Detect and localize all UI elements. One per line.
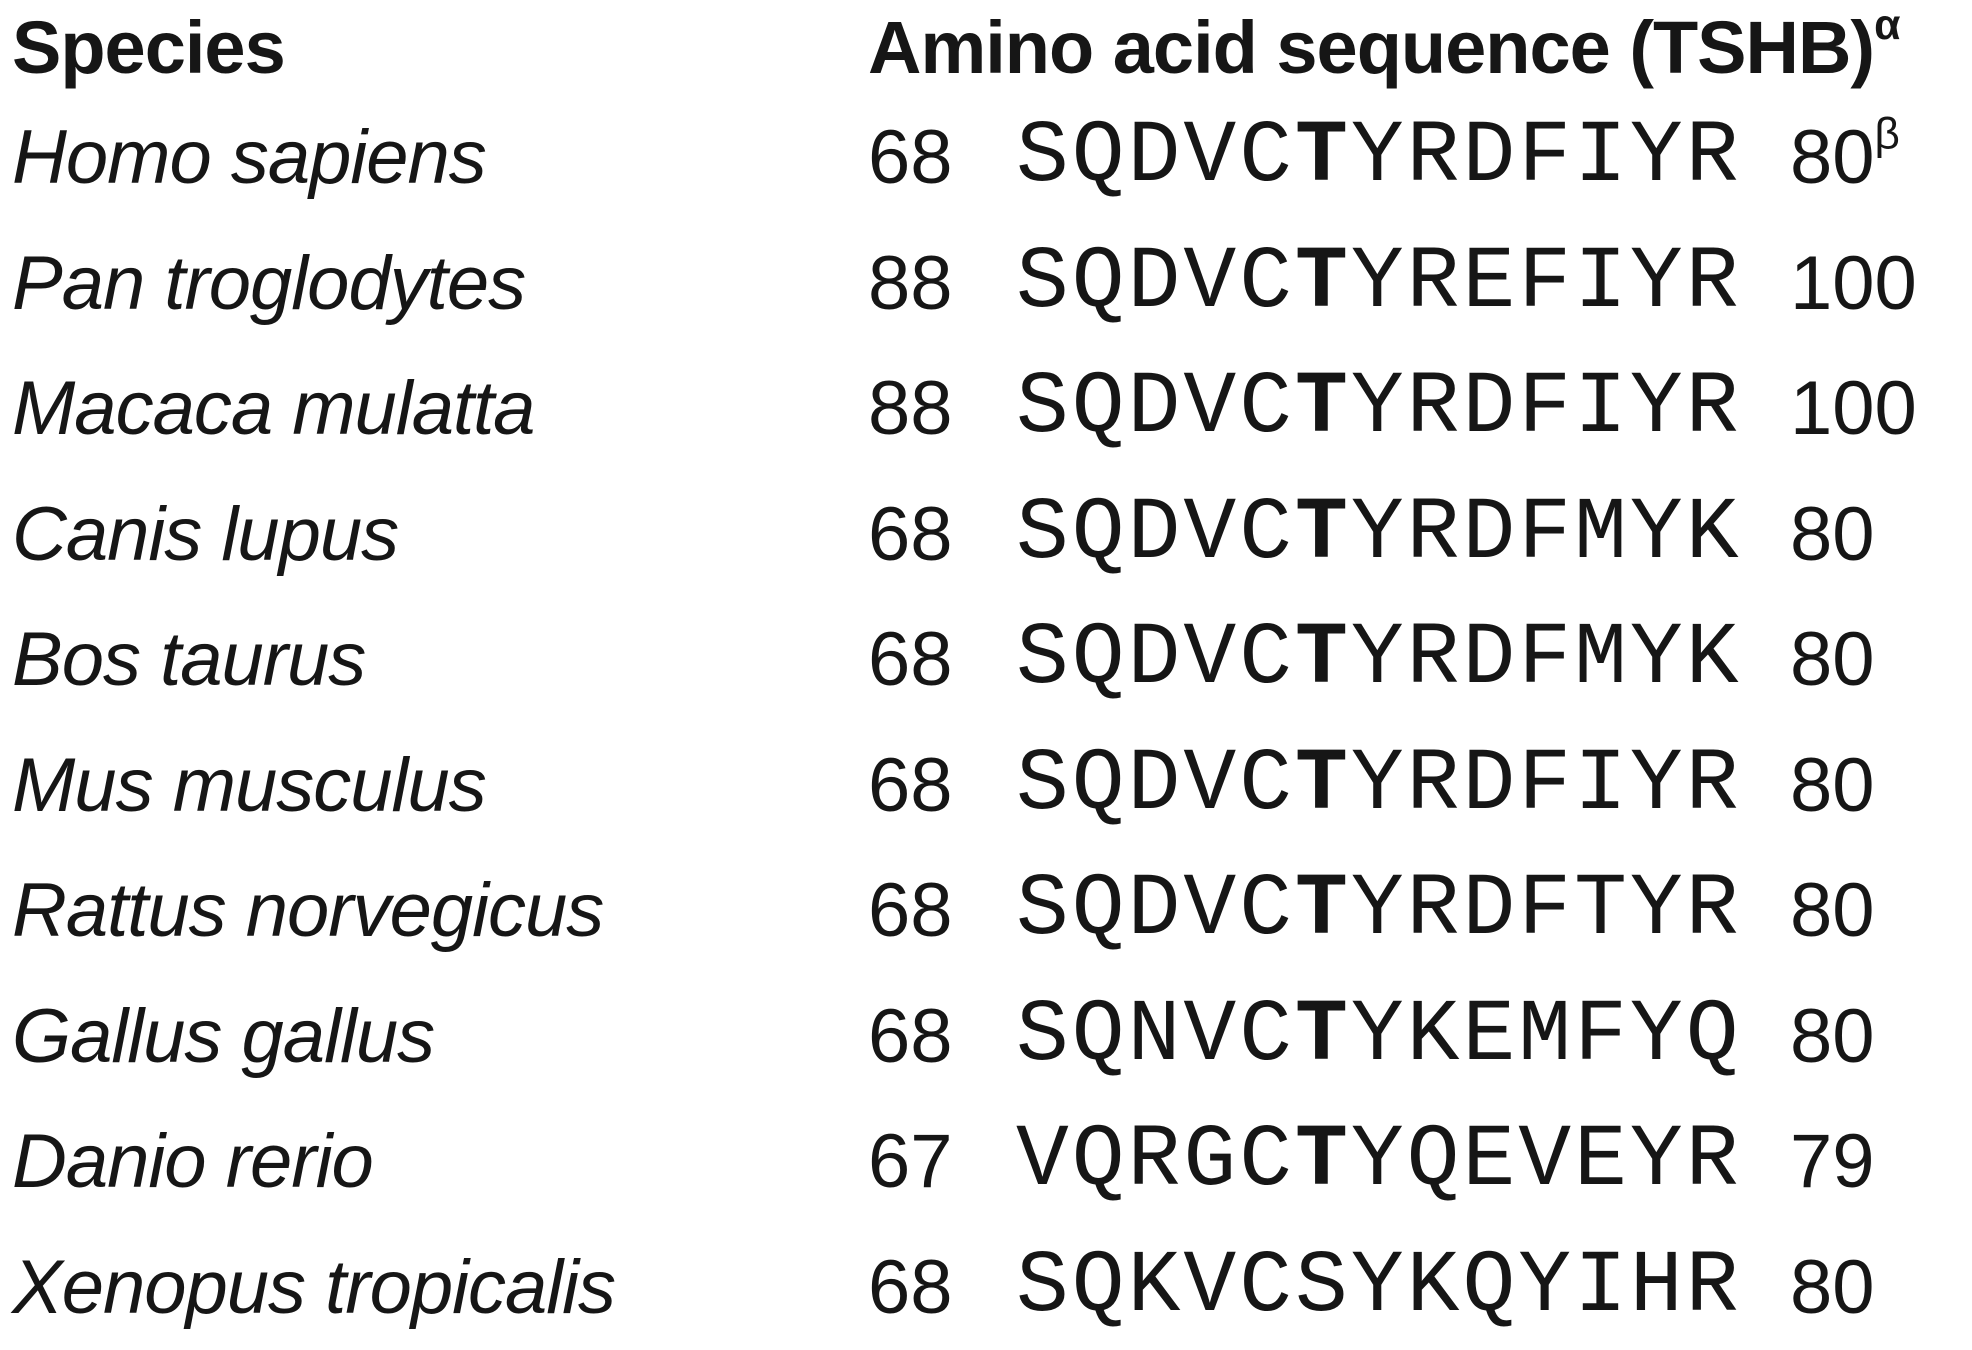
seq-end-number: 80 xyxy=(1790,993,1875,1079)
amino-acid-sequence: SQDVC T YRDFIYR xyxy=(1016,95,1742,221)
sequence-segment: YQEVEYR xyxy=(1350,1112,1742,1212)
sequence-segment: YRDFIYR xyxy=(1350,735,1742,835)
table-row: Bos taurus 68 SQDVC T YRDFMYK 80 xyxy=(0,597,1972,723)
seq-end-number: 80 xyxy=(1790,491,1875,577)
species-name: Danio rerio xyxy=(12,1119,374,1205)
sequence-segment: SQKVCSYKQYIHR xyxy=(1016,1237,1742,1337)
sequence-segment: YRDFMYK xyxy=(1350,610,1742,710)
species-name: Bos taurus xyxy=(12,617,366,703)
table-row: Canis lupus 68 SQDVC T YRDFMYK 80 xyxy=(0,472,1972,598)
species-name: Pan troglodytes xyxy=(12,240,526,326)
table-row: Homo sapiens 68 SQDVC T YRDFIYR 80 β xyxy=(0,95,1972,221)
seq-end-number: 80 xyxy=(1790,115,1875,201)
amino-acid-sequence: SQDVC T YRDFMYK xyxy=(1016,597,1742,723)
seq-end-position: 80 xyxy=(1790,974,1875,1100)
seq-end-number: 80 xyxy=(1790,1244,1875,1330)
conserved-threonine: T xyxy=(1295,1112,1351,1212)
sequence-segment: SQDVC xyxy=(1016,735,1296,835)
sequence-segment: VQRGC xyxy=(1016,1112,1296,1212)
table-row: Rattus norvegicus 68 SQDVC T YRDFTYR 80 xyxy=(0,848,1972,974)
sequence-segment: YRDFTYR xyxy=(1350,861,1742,961)
table-row: Macaca mulatta 88 SQDVC T YRDFIYR 100 xyxy=(0,346,1972,472)
seq-end-position: 80 xyxy=(1790,848,1875,974)
seq-start-position: 68 xyxy=(868,993,953,1079)
seq-start-position: 88 xyxy=(868,240,953,326)
sequence-column-header-text: Amino acid sequence (TSHB) xyxy=(868,6,1875,89)
table-row: Pan troglodytes 88 SQDVC T YREFIYR 100 xyxy=(0,221,1972,347)
seq-start-position: 68 xyxy=(868,742,953,828)
seq-end-position: 80 xyxy=(1790,723,1875,849)
conserved-threonine: T xyxy=(1295,610,1351,710)
table-row: Xenopus tropicalis 68 SQKVCSYKQYIHR 80 xyxy=(0,1225,1972,1350)
table-row: Mus musculus 68 SQDVC T YRDFIYR 80 xyxy=(0,723,1972,849)
seq-end-number: 79 xyxy=(1790,1119,1875,1205)
seq-end-position: 80 β xyxy=(1790,95,1900,221)
sequence-segment: YRDFMYK xyxy=(1350,484,1742,584)
seq-start-position: 68 xyxy=(868,1244,953,1330)
conserved-threonine: T xyxy=(1295,735,1351,835)
conserved-threonine: T xyxy=(1295,986,1351,1086)
table-row: Danio rerio 67 VQRGC T YQEVEYR 79 xyxy=(0,1099,1972,1225)
amino-acid-sequence: SQDVC T YRDFMYK xyxy=(1016,472,1742,598)
seq-end-position: 80 xyxy=(1790,1225,1875,1350)
sequence-segment: SQDVC xyxy=(1016,610,1296,710)
conserved-threonine: T xyxy=(1295,233,1351,333)
sequence-segment: SQDVC xyxy=(1016,861,1296,961)
amino-acid-sequence: SQDVC T YREFIYR xyxy=(1016,221,1742,347)
conserved-threonine: T xyxy=(1295,484,1351,584)
seq-start-position: 68 xyxy=(868,491,953,577)
seq-end-number: 80 xyxy=(1790,617,1875,703)
seq-end-position: 100 xyxy=(1790,346,1917,472)
species-name: Gallus gallus xyxy=(12,993,435,1079)
seq-end-position: 79 xyxy=(1790,1099,1875,1225)
seq-end-number: 100 xyxy=(1790,240,1917,326)
sequence-segment: YREFIYR xyxy=(1350,233,1742,333)
species-name: Canis lupus xyxy=(12,491,399,577)
sequence-segment: SQNVC xyxy=(1016,986,1296,1086)
seq-end-number: 100 xyxy=(1790,366,1917,452)
sequence-column-header: Amino acid sequence (TSHB) α xyxy=(868,0,1900,95)
seq-end-number: 80 xyxy=(1790,868,1875,954)
seq-end-position: 100 xyxy=(1790,221,1917,347)
species-name: Xenopus tropicalis xyxy=(12,1244,616,1330)
sequence-segment: SQDVC xyxy=(1016,484,1296,584)
amino-acid-sequence: SQDVC T YRDFTYR xyxy=(1016,848,1742,974)
conserved-threonine: T xyxy=(1295,359,1351,459)
seq-start-position: 67 xyxy=(868,1119,953,1205)
amino-acid-sequence: SQKVCSYKQYIHR xyxy=(1016,1225,1742,1350)
seq-end-position: 80 xyxy=(1790,472,1875,598)
seq-end-number: 80 xyxy=(1790,742,1875,828)
seq-start-position: 68 xyxy=(868,617,953,703)
sequence-segment: YRDFIYR xyxy=(1350,359,1742,459)
table-header-row: Species Amino acid sequence (TSHB) α xyxy=(0,0,1972,95)
conserved-threonine: T xyxy=(1295,108,1351,208)
amino-acid-sequence: VQRGC T YQEVEYR xyxy=(1016,1099,1742,1225)
sequence-segment: SQDVC xyxy=(1016,233,1296,333)
seq-start-position: 88 xyxy=(868,366,953,452)
seq-start-position: 68 xyxy=(868,868,953,954)
seq-start-position: 68 xyxy=(868,115,953,201)
species-name: Mus musculus xyxy=(12,742,487,828)
species-name: Rattus norvegicus xyxy=(12,868,604,954)
conserved-threonine: T xyxy=(1295,861,1351,961)
table-row: Gallus gallus 68 SQNVC T YKEMFYQ 80 xyxy=(0,974,1972,1100)
species-name: Macaca mulatta xyxy=(12,366,535,452)
species-name: Homo sapiens xyxy=(12,115,487,201)
sequence-segment: YKEMFYQ xyxy=(1350,986,1742,1086)
superscript-alpha: α xyxy=(1874,0,1901,49)
species-column-header: Species xyxy=(12,6,286,89)
sequence-segment: YRDFIYR xyxy=(1350,108,1742,208)
superscript-beta: β xyxy=(1874,109,1900,159)
seq-end-position: 80 xyxy=(1790,597,1875,723)
amino-acid-sequence: SQDVC T YRDFIYR xyxy=(1016,723,1742,849)
amino-acid-sequence: SQNVC T YKEMFYQ xyxy=(1016,974,1742,1100)
amino-acid-sequence: SQDVC T YRDFIYR xyxy=(1016,346,1742,472)
sequence-segment: SQDVC xyxy=(1016,108,1296,208)
sequence-segment: SQDVC xyxy=(1016,359,1296,459)
